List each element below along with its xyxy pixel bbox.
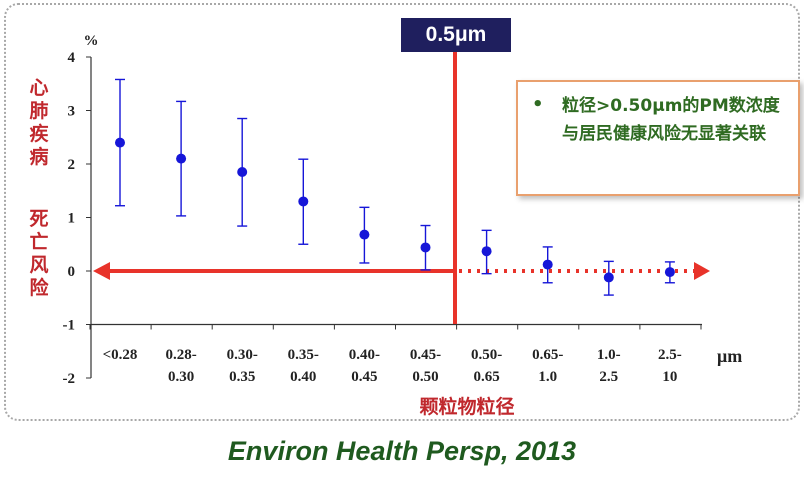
data-point (176, 153, 187, 164)
data-point (359, 229, 370, 240)
annotation-box: • 粒径>0.50μm的PM数浓度与居民健康风险无显著关联 (516, 80, 800, 196)
citation: Environ Health Persp, 2013 (227, 436, 577, 466)
note-bullet: • (532, 94, 544, 115)
data-point (298, 196, 309, 207)
x-tick-label: 10 (662, 369, 677, 385)
y-axis-title-char: 险 (29, 277, 49, 299)
y-tick-label: 3 (68, 104, 76, 120)
x-tick-label: 0.30 (168, 369, 194, 385)
x-tick-label: 1.0 (538, 369, 557, 385)
annotation-text: 粒径>0.50μm的PM数浓度与居民健康风险无显著关联 (562, 96, 780, 144)
y-tick-label: -1 (63, 318, 76, 334)
x-tick-label: 0.65- (532, 347, 563, 363)
x-tick-label: 0.35 (229, 369, 255, 385)
x-tick-label: 1.0- (597, 347, 621, 363)
y-axis-title-char: 死 (29, 208, 49, 230)
y-tick-label: -2 (63, 371, 76, 387)
data-point (481, 246, 492, 257)
x-tick-label: 0.30- (227, 347, 258, 363)
threshold-label: 0.5μm (401, 18, 511, 52)
data-point (237, 167, 248, 178)
x-tick-label: 0.28- (165, 347, 196, 363)
data-point (664, 267, 675, 278)
x-tick-label: <0.28 (103, 347, 138, 363)
x-axis-title: 颗粒物粒径 (419, 396, 515, 418)
left-arrowhead (93, 262, 110, 280)
x-tick-label: 0.45- (410, 347, 441, 363)
y-axis-title-char: 亡 (29, 231, 49, 253)
x-tick-label: 2.5- (658, 347, 682, 363)
data-point (603, 272, 614, 283)
x-tick-label: 0.40- (349, 347, 380, 363)
y-tick-label: 4 (68, 50, 76, 66)
y-axis-title-char: 心 (29, 77, 49, 99)
y-axis-title-char: 肺 (29, 100, 49, 122)
data-point (115, 137, 125, 148)
x-tick-label: 0.45 (351, 369, 377, 385)
x-tick-label: 0.50- (471, 347, 502, 363)
y-axis-title-char: 病 (29, 146, 49, 168)
x-tick-label: 0.40 (290, 369, 316, 385)
y-unit-label: % (84, 33, 99, 49)
y-tick-label: 0 (68, 264, 76, 280)
x-tick-label: 0.35- (288, 347, 319, 363)
chart-frame (4, 3, 800, 421)
data-point (542, 259, 553, 270)
data-point (420, 242, 431, 253)
x-unit-label: μm (717, 346, 742, 366)
x-tick-label: 0.50 (412, 369, 438, 385)
y-axis-title-char: 疾 (29, 123, 49, 145)
right-arrowhead (694, 262, 710, 280)
y-tick-label: 1 (68, 211, 76, 227)
y-tick-label: 2 (68, 157, 76, 173)
y-axis-title-char: 风 (29, 254, 49, 276)
x-tick-label: 0.65 (473, 369, 499, 385)
x-tick-label: 2.5 (599, 369, 618, 385)
